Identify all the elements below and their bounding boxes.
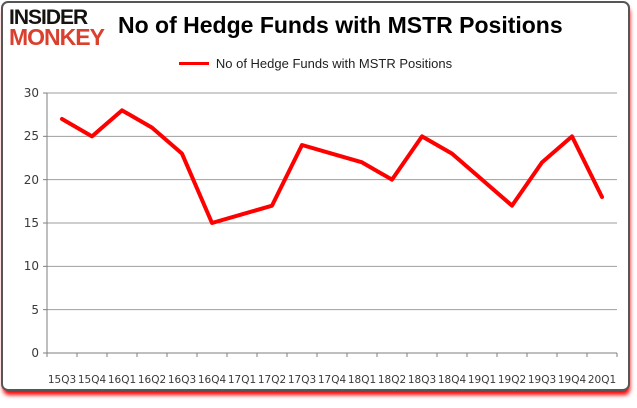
legend: No of Hedge Funds with MSTR Positions [3,56,628,71]
x-tick-label-17Q1: 17Q1 [227,374,257,386]
x-tick-label-17Q2: 17Q2 [257,374,287,386]
x-tick-label-18Q2: 18Q2 [377,374,407,386]
x-tick-label-16Q4: 16Q4 [197,374,227,386]
legend-series-label: No of Hedge Funds with MSTR Positions [215,56,453,71]
x-tick-label-16Q3: 16Q3 [167,374,197,386]
x-tick-label-15Q4: 15Q4 [77,374,107,386]
chart-title: No of Hedge Funds with MSTR Positions [118,12,563,38]
logo-text-insider: INSIDER [9,6,88,29]
x-tick-label-18Q1: 18Q1 [347,374,377,386]
x-tick-label-16Q1: 16Q1 [107,374,137,386]
x-tick-label-17Q3: 17Q3 [287,374,317,386]
x-tick-label-19Q2: 19Q2 [497,374,527,386]
x-tick-label-18Q3: 18Q3 [407,374,437,386]
series-line [60,108,604,225]
legend-line-swatch [178,62,209,65]
insider-monkey-logo: INSIDER MONKEY [9,6,105,50]
y-tick-label: 30 [23,86,39,100]
y-tick-label: 5 [31,302,39,317]
x-tick-label-19Q4: 19Q4 [557,374,587,386]
y-tick-label: 10 [23,259,39,274]
x-tick-label-17Q4: 17Q4 [317,374,347,386]
y-tick-label: 0 [31,346,39,360]
y-tick-label: 20 [23,172,39,187]
x-tick-label-20Q1: 20Q1 [587,374,617,386]
x-tick-label-18Q4: 18Q4 [437,374,467,386]
x-tick-label-19Q3: 19Q3 [527,374,557,386]
y-tick-label: 15 [23,216,39,230]
chart-card: INSIDER MONKEY No of Hedge Funds with MS… [1,1,630,391]
x-tick-label-19Q1: 19Q1 [467,374,497,386]
x-tick-label-16Q2: 16Q2 [137,374,167,386]
line-chart-plot [43,92,618,357]
x-tick-label-15Q3: 15Q3 [47,374,77,386]
y-tick-label: 25 [23,129,39,144]
logo-text-monkey: MONKEY [9,24,105,50]
